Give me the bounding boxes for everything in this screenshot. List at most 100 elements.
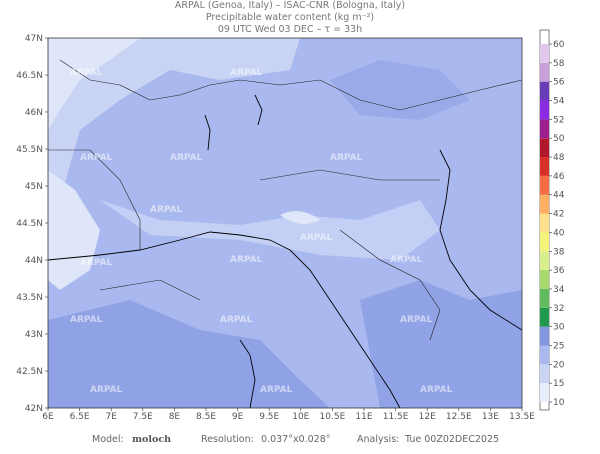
footer-value: Tue 00Z02DEC2025 (404, 434, 499, 445)
colorbar-label: 30 (553, 323, 565, 333)
lat-label: 43N (25, 330, 43, 340)
lon-label: 6.5E (70, 412, 90, 422)
lat-label: 45.5N (16, 145, 43, 155)
watermark: ARPAL (300, 233, 333, 243)
colorbar-label: 40 (553, 228, 565, 238)
colorbar-label: 46 (553, 172, 565, 182)
colorbar-label: 32 (553, 304, 564, 314)
colorbar-segment (540, 326, 549, 346)
lon-label: 10.5E (320, 412, 346, 422)
watermark: ARPAL (220, 315, 253, 325)
colorbar-segment (540, 62, 549, 82)
colorbar-segment (540, 270, 549, 289)
colorbar-label: 52 (553, 115, 564, 125)
lon-label: 12.5E (446, 412, 472, 422)
coastlines (48, 94, 522, 408)
footer-value: moloch (132, 434, 171, 445)
colorbar-label: 25 (553, 341, 564, 351)
colorbar-segment (540, 157, 549, 176)
colorbar-segment (540, 288, 549, 308)
colorbar-segment (540, 251, 549, 271)
watermark: ARPAL (70, 315, 103, 325)
colorbar-label: 44 (553, 191, 565, 201)
colorbar-label: 58 (553, 59, 565, 69)
colorbar-label: 15 (553, 379, 564, 389)
colorbar-segment (540, 194, 549, 214)
colorbar-label: 20 (553, 360, 565, 370)
watermark: ARPAL (330, 153, 363, 163)
lon-label: 8E (169, 412, 181, 422)
colorbar-segment (540, 213, 549, 233)
colorbar-segment (540, 100, 549, 120)
lat-label: 44.5N (16, 219, 43, 229)
field-region (48, 170, 100, 290)
colorbar-segment (540, 383, 549, 402)
lon-label: 9E (232, 412, 244, 422)
watermark: ARPAL (170, 153, 203, 163)
field-region (48, 38, 300, 260)
field-region (100, 200, 440, 260)
colorbar-segment (540, 44, 549, 63)
colorbar-label: 34 (553, 285, 565, 295)
watermark: ARPAL (400, 315, 433, 325)
header-line: ARPAL (Genoa, Italy) – ISAC-CNR (Bologna… (175, 0, 405, 11)
lat-label: 44N (25, 256, 43, 266)
colorbar-segment (540, 345, 549, 365)
footer-label: Analysis: (357, 434, 399, 445)
map-area (48, 38, 522, 408)
lat-label: 42N (25, 404, 43, 414)
colorbar-segment (540, 138, 549, 158)
colorbar-label: 60 (553, 40, 565, 50)
lon-label: 11.5E (383, 412, 409, 422)
colorbar-label: 56 (553, 78, 565, 88)
watermark: ARPAL (80, 258, 113, 268)
watermark: ARPAL (80, 153, 113, 163)
colorbar-segment (540, 175, 549, 195)
watermark: ARPAL (90, 385, 123, 395)
colorbar-segment (540, 81, 549, 101)
colorbar-label: 50 (553, 134, 565, 144)
header-line: Precipitable water content (kg m⁻²) (206, 12, 374, 23)
watermark: ARPAL (150, 205, 183, 215)
lon-label: 6E (42, 412, 54, 422)
footer-label: Model: (92, 434, 124, 445)
lon-label: 10E (292, 412, 309, 422)
colorbar-label: 54 (553, 97, 565, 107)
lon-label: 12E (419, 412, 436, 422)
lon-label: 13E (482, 412, 499, 422)
colorbar-segment (540, 364, 549, 384)
field-region (280, 211, 320, 224)
field-region (48, 300, 330, 408)
header-line: 09 UTC Wed 03 DEC – τ = 33h (218, 24, 362, 35)
lon-label: 7.5E (133, 412, 153, 422)
watermark: ARPAL (70, 68, 103, 78)
watermark: ARPAL (230, 255, 263, 265)
lat-label: 45N (25, 182, 43, 192)
colorbar-label: 48 (553, 153, 565, 163)
colorbar-label: 36 (553, 266, 565, 276)
lat-label: 42.5N (16, 367, 43, 377)
footer-value: 0.037°x0.028° (261, 434, 331, 445)
lat-label: 43.5N (16, 293, 43, 303)
field-region (360, 280, 522, 408)
colorbar-label: 38 (553, 247, 565, 257)
colorbar-segment (540, 307, 549, 327)
watermark: ARPAL (390, 255, 423, 265)
watermark: ARPAL (230, 68, 263, 78)
colorbar-segment (540, 232, 549, 252)
lon-label: 11E (355, 412, 372, 422)
colorbar-segment (540, 119, 549, 139)
lon-label: 8.5E (196, 412, 216, 422)
lon-label: 9.5E (259, 412, 279, 422)
colorbar-label: 42 (553, 210, 564, 220)
watermark: ARPAL (260, 385, 293, 395)
lat-label: 46N (25, 108, 43, 118)
lat-label: 46.5N (16, 71, 43, 81)
lon-label: 7E (105, 412, 117, 422)
borders (48, 59, 522, 341)
field-region (330, 60, 470, 120)
footer-label: Resolution: (201, 434, 254, 445)
field-region (48, 38, 140, 130)
lon-label: 13.5E (509, 412, 535, 422)
